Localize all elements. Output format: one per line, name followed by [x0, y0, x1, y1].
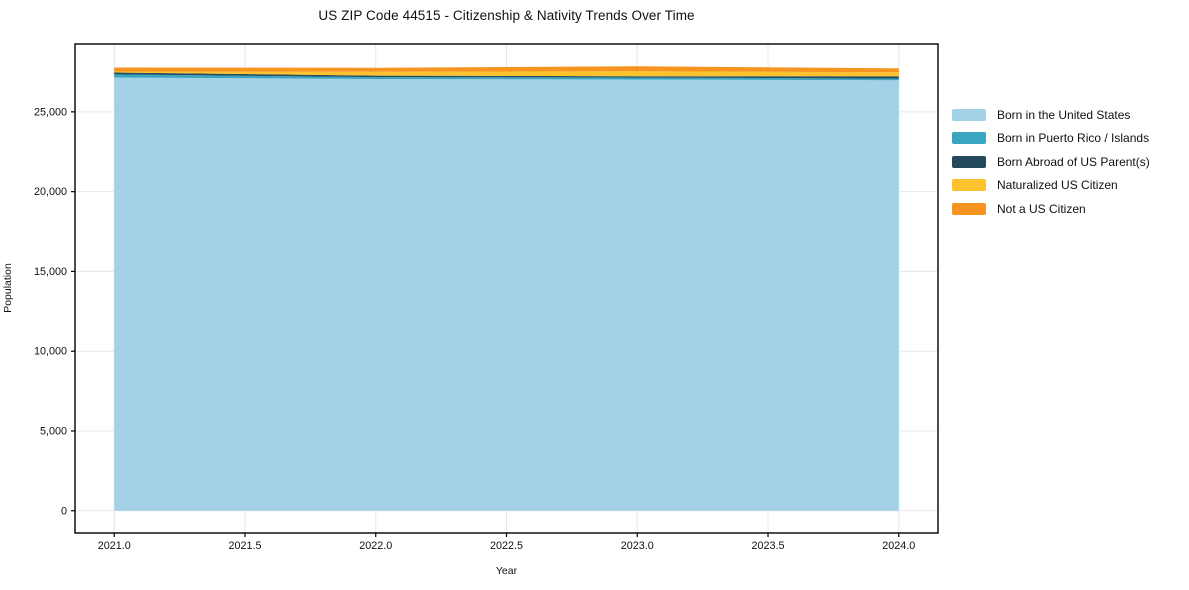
legend-item: Born in Puerto Rico / Islands — [952, 127, 1150, 151]
chart-title: US ZIP Code 44515 - Citizenship & Nativi… — [318, 8, 695, 23]
svg-text:5,000: 5,000 — [40, 425, 67, 437]
svg-text:25,000: 25,000 — [34, 106, 67, 118]
legend-label: Naturalized US Citizen — [997, 178, 1118, 193]
y-tick-labels: 0 5,000 10,000 15,000 20,000 25,000 — [34, 106, 67, 517]
area-2 — [114, 72, 899, 79]
svg-text:2021.5: 2021.5 — [228, 540, 261, 552]
legend-label: Born in Puerto Rico / Islands — [997, 131, 1150, 146]
legend-label: Not a US Citizen — [997, 201, 1086, 216]
area-0 — [114, 77, 899, 511]
legend-swatch-naturalized — [952, 179, 986, 192]
svg-text:2022.5: 2022.5 — [490, 540, 523, 552]
svg-text:2023.5: 2023.5 — [751, 540, 784, 552]
legend-swatch-born-abroad — [952, 155, 986, 168]
svg-text:15,000: 15,000 — [34, 266, 67, 278]
svg-text:20,000: 20,000 — [34, 186, 67, 198]
x-tick-labels: 2021.0 2021.5 2022.0 2022.5 2023.0 2023.5 2024… — [98, 540, 916, 552]
area-4 — [114, 66, 899, 73]
legend-swatch-not-citizen — [952, 202, 986, 215]
legend-swatch-born-us — [952, 108, 986, 121]
legend-swatch-puerto-rico — [952, 132, 986, 145]
svg-text:2022.0: 2022.0 — [359, 540, 392, 552]
area-1 — [114, 74, 899, 81]
area-series — [114, 66, 899, 511]
legend-label: Born in the United States — [997, 107, 1131, 122]
legend-item: Naturalized US Citizen — [952, 174, 1150, 198]
legend-item: Born in the United States — [952, 103, 1150, 127]
svg-text:2024.0: 2024.0 — [882, 540, 915, 552]
x-axis-label: Year — [495, 565, 518, 577]
legend: Born in the United States Born in Puerto… — [952, 103, 1150, 221]
svg-text:2023.0: 2023.0 — [621, 540, 654, 552]
axis-ticks — [71, 111, 900, 537]
area-3 — [114, 71, 899, 77]
legend-label: Born Abroad of US Parent(s) — [997, 154, 1150, 169]
svg-text:10,000: 10,000 — [34, 346, 67, 358]
legend-item: Not a US Citizen — [952, 197, 1150, 221]
svg-text:0: 0 — [61, 505, 67, 517]
legend-item: Born Abroad of US Parent(s) — [952, 150, 1150, 174]
y-axis-label: Population — [2, 263, 14, 313]
svg-text:2021.0: 2021.0 — [98, 540, 131, 552]
